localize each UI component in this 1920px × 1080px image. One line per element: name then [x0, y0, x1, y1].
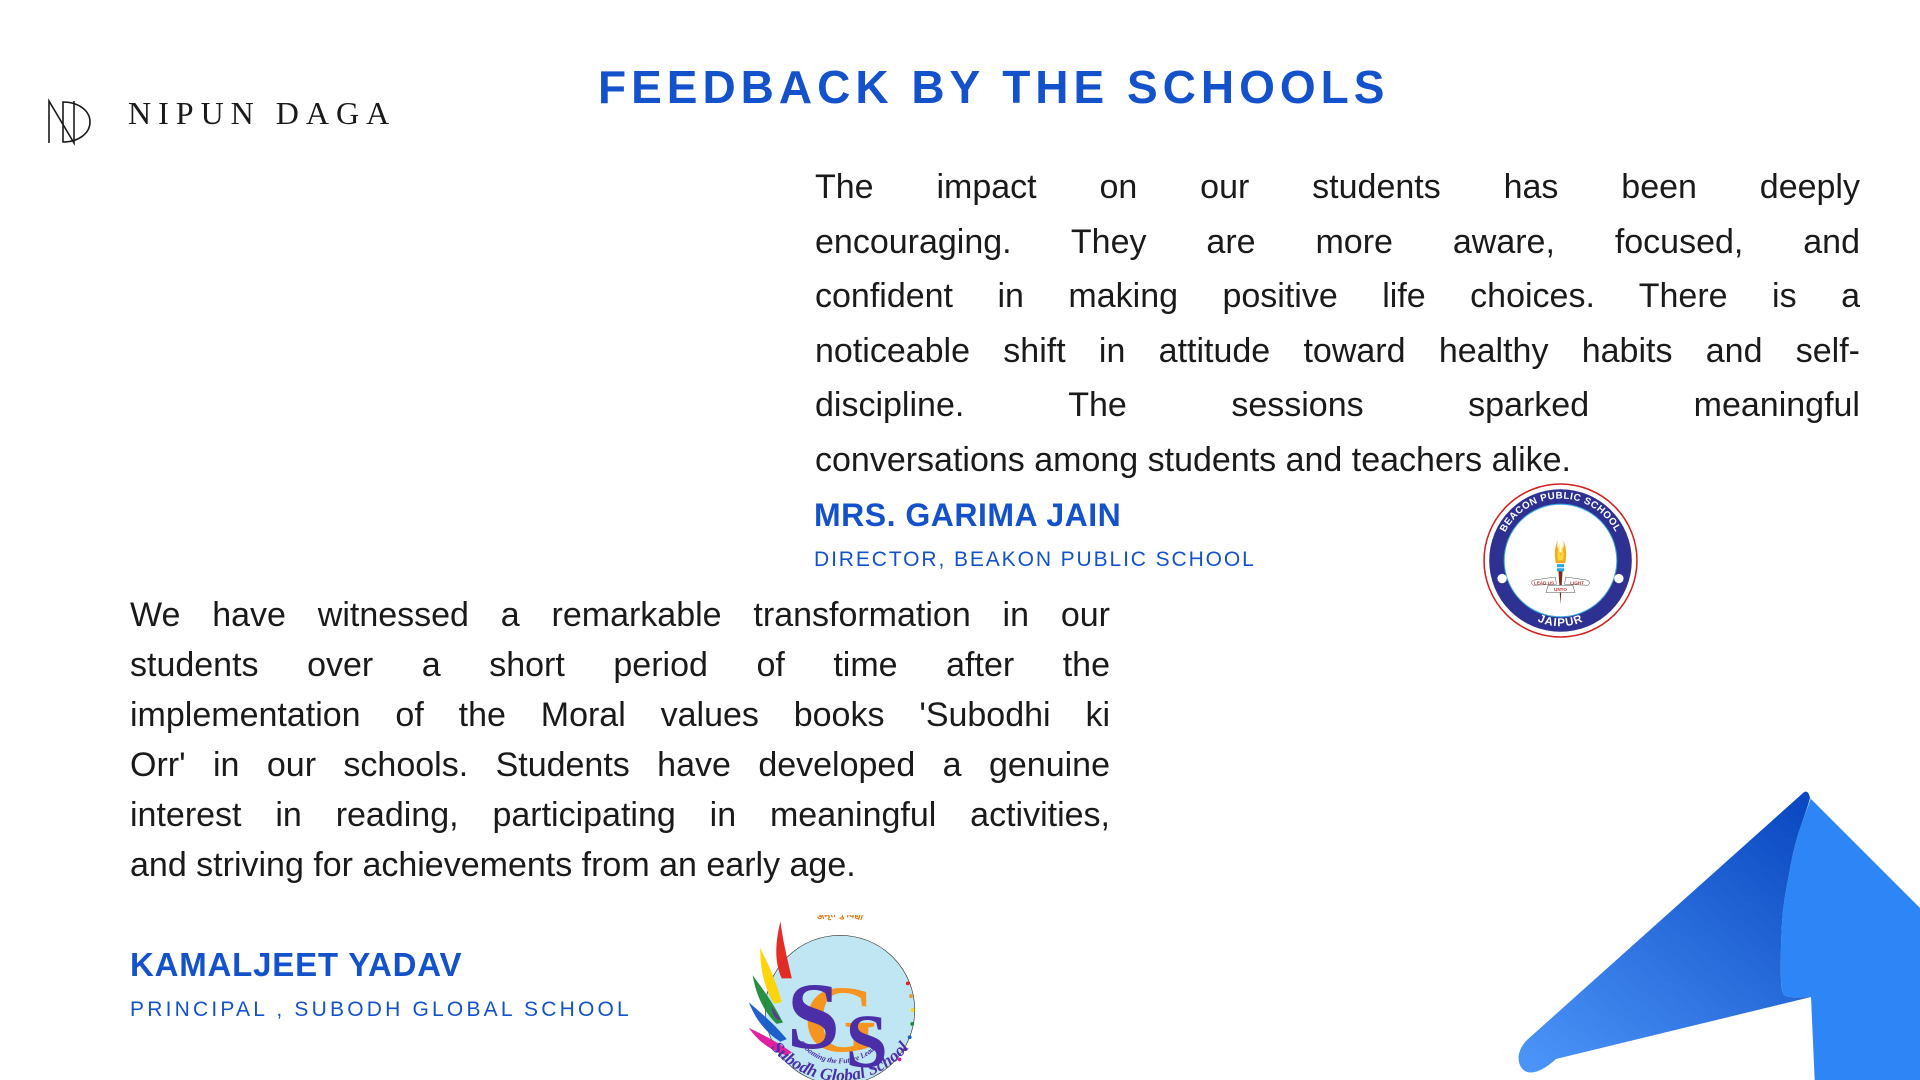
svg-text:LIGHT: LIGHT	[1570, 580, 1584, 585]
svg-text:UNTO: UNTO	[1554, 587, 1567, 592]
svg-text:LEAD US: LEAD US	[1534, 580, 1554, 585]
svg-text:अमृत नु विद्या: अमृत नु विद्या	[816, 915, 865, 923]
